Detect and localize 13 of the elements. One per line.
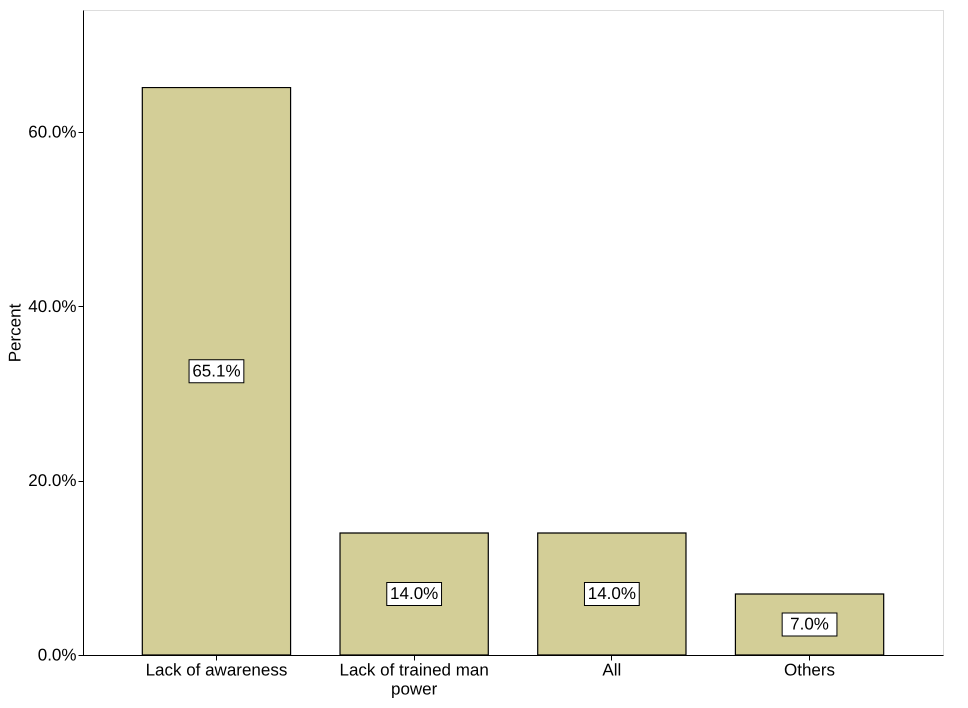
data-label: 7.0% bbox=[790, 614, 829, 634]
data-label: 14.0% bbox=[588, 584, 636, 603]
data-label: 65.1% bbox=[192, 361, 241, 380]
x-tick-label: Lack of trained man power bbox=[339, 660, 489, 698]
x-tick-label: Lack of awareness bbox=[146, 660, 288, 680]
x-tick-label: Others bbox=[784, 660, 836, 680]
data-label: 14.0% bbox=[390, 584, 438, 603]
y-tick-label: 20.0% bbox=[28, 471, 76, 490]
y-axis-title: Percent bbox=[5, 303, 24, 362]
y-tick-label: 0.0% bbox=[38, 646, 76, 664]
x-tick-label: All bbox=[602, 660, 622, 680]
y-tick-label: 40.0% bbox=[28, 296, 76, 316]
y-tick-label: 60.0% bbox=[28, 122, 76, 142]
